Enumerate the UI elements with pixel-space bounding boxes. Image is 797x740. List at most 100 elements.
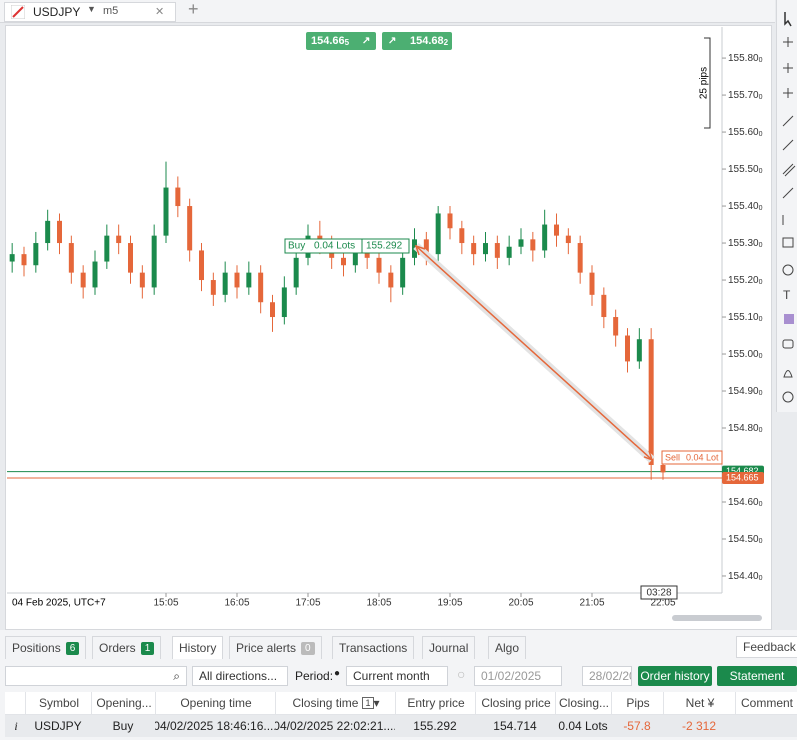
scrollbar[interactable] bbox=[672, 615, 762, 621]
cursor-time-bg bbox=[640, 585, 678, 600]
arrow-head bbox=[643, 450, 654, 462]
cell: -2 312 bbox=[681, 719, 717, 733]
sell-lots: 0.04 Lot bbox=[686, 452, 719, 462]
candle-body bbox=[613, 317, 619, 336]
table-header: Symbol Opening... Opening time Closing time… bbox=[5, 692, 797, 715]
column-header: Closing price bbox=[475, 692, 556, 714]
panel-tab[interactable]: Price alerts 0 bbox=[229, 636, 322, 659]
y-tick-label: 155.400 bbox=[728, 201, 763, 212]
panel-tab[interactable]: Orders 1 bbox=[92, 636, 162, 659]
symbol: USDJPY bbox=[33, 5, 81, 19]
y-tick-label: 155.600 bbox=[728, 127, 763, 138]
candle-body bbox=[210, 280, 216, 295]
tab-count: 1 bbox=[140, 641, 155, 655]
toolbar-icons: T bbox=[782, 12, 796, 403]
column-header: Net ¥ bbox=[663, 692, 736, 714]
period-label: Period: bbox=[295, 669, 334, 683]
candle-body bbox=[589, 272, 595, 295]
candle-body bbox=[33, 243, 39, 266]
radio[interactable]: ○ bbox=[457, 666, 466, 682]
y-tick-label: 155.100 bbox=[728, 312, 763, 323]
timeframe[interactable]: m5 bbox=[103, 5, 119, 17]
panel-tab[interactable]: Journal bbox=[422, 636, 476, 659]
candle-body bbox=[45, 220, 51, 244]
buy-price: 155.292 bbox=[366, 241, 403, 252]
cell: -57.8 bbox=[623, 719, 651, 733]
symbol-tab[interactable]: USDJPY ▼ m5 ✕ bbox=[4, 2, 176, 22]
tab-label: Price alerts bbox=[236, 641, 297, 655]
x-tick-label: 21:05 bbox=[579, 598, 604, 609]
search[interactable]: ⌕ bbox=[5, 666, 187, 686]
candle-body bbox=[246, 272, 252, 288]
candle-body bbox=[601, 294, 607, 318]
panel-tab[interactable]: Transactions bbox=[332, 636, 415, 659]
direction-select[interactable]: All directions... bbox=[192, 666, 288, 686]
chart-panel bbox=[5, 25, 772, 630]
y-tick-label: 154.400 bbox=[728, 571, 763, 582]
order-history-button[interactable]: Order history bbox=[638, 666, 712, 686]
column-header: Pips bbox=[611, 692, 664, 714]
candle-body bbox=[423, 239, 429, 255]
close[interactable]: ✕ bbox=[155, 6, 165, 18]
price-tag-label: 154.665 bbox=[726, 472, 759, 482]
cell: 04/02/2025 18:46:16.... bbox=[155, 719, 275, 733]
cell: 04/02/2025 22:02:21.... bbox=[275, 719, 395, 733]
candle-body bbox=[163, 187, 169, 236]
panel-tab[interactable]: Algo bbox=[488, 636, 527, 659]
tab-count: 0 bbox=[301, 641, 315, 655]
panel-tab[interactable]: Positions 6 bbox=[5, 636, 87, 659]
candle-body bbox=[400, 257, 406, 288]
candle-body bbox=[9, 254, 15, 262]
candle-body bbox=[104, 235, 110, 262]
tab-label: Transactions bbox=[339, 641, 408, 655]
candle-body bbox=[459, 228, 465, 244]
from: 01/02/2025 bbox=[481, 669, 542, 683]
arrow-head bbox=[414, 244, 426, 256]
candle-body bbox=[281, 287, 287, 318]
y-tick-label: 154.600 bbox=[728, 497, 763, 508]
symbol-icon bbox=[11, 5, 25, 19]
cell: 154.714 bbox=[493, 719, 537, 733]
ruler bbox=[704, 37, 711, 129]
quote-ask: 154.682 bbox=[410, 35, 449, 47]
candle-body bbox=[376, 257, 382, 273]
candle-body bbox=[222, 272, 228, 295]
from-date[interactable]: 01/02/2025 bbox=[474, 666, 562, 686]
add-tab[interactable]: + bbox=[188, 0, 199, 19]
column-header: Symbol bbox=[25, 692, 92, 714]
top-bar: USDJPY ▼ m5 ✕ + bbox=[0, 0, 775, 23]
tab-count: 6 bbox=[65, 641, 80, 655]
to: 28/02/20 bbox=[589, 669, 632, 683]
tab-label: Algo bbox=[495, 641, 520, 655]
direction: All directions... bbox=[199, 669, 278, 683]
quote-button[interactable] bbox=[382, 32, 452, 50]
statement-button[interactable]: Statement bbox=[717, 666, 797, 686]
period-select[interactable]: Current month bbox=[346, 666, 448, 686]
candle-body bbox=[554, 224, 559, 236]
cell: Buy bbox=[112, 719, 134, 733]
cell: 155.292 bbox=[413, 719, 457, 733]
price-tag-bg bbox=[722, 471, 764, 484]
y-tick-label: 155.200 bbox=[728, 275, 763, 286]
tab-label: History bbox=[179, 641, 217, 655]
column-header: Opening time bbox=[155, 692, 276, 714]
x-tick-label: 19:05 bbox=[437, 598, 462, 609]
y-tick-label: 155.500 bbox=[728, 164, 763, 175]
candle-body bbox=[92, 261, 98, 288]
to-date[interactable]: 28/02/20 bbox=[582, 666, 632, 686]
radio[interactable]: ● bbox=[334, 668, 341, 679]
candle-body bbox=[21, 254, 27, 266]
panel-tab[interactable]: History bbox=[172, 636, 224, 659]
feedback[interactable]: Feedback bbox=[736, 636, 797, 658]
candle-body bbox=[435, 213, 441, 255]
candle-body bbox=[577, 243, 583, 273]
ruler-label: 25 pips bbox=[699, 67, 710, 99]
candle-body bbox=[270, 302, 275, 318]
candle-body bbox=[139, 272, 145, 288]
dropdown[interactable]: ▼ bbox=[87, 4, 96, 14]
quote-button[interactable] bbox=[306, 32, 376, 50]
buy-lots: 0.04 Lots bbox=[314, 241, 355, 252]
table-row[interactable]: i USDJPY Buy 04/02/2025 18:46:16.... 04/02/2… bbox=[5, 715, 797, 737]
column-header: Closing... bbox=[555, 692, 612, 714]
